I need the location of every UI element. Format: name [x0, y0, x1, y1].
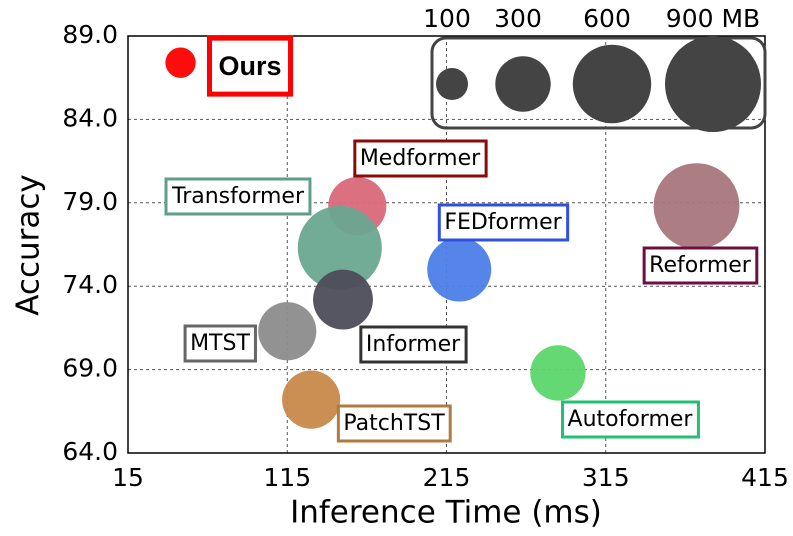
y-tick-label: 79.0 [62, 187, 118, 216]
bubble [297, 205, 382, 290]
y-tick-label: 69.0 [62, 354, 118, 383]
plot-frame [127, 35, 766, 454]
y-tick-label: 64.0 [62, 437, 118, 466]
series-label: MTST [190, 331, 250, 356]
bubble [313, 269, 373, 330]
y-tick-label: 89.0 [62, 20, 118, 49]
bubble [258, 302, 317, 361]
series-label-box [642, 246, 759, 285]
legend-label: 600 [583, 4, 631, 33]
legend-bubble [436, 68, 468, 100]
legend-bubble [572, 44, 652, 124]
series-label: Autoformer [568, 407, 694, 432]
y-tick-label: 74.0 [62, 270, 118, 299]
legend-box [430, 36, 767, 130]
x-tick-label: 115 [263, 463, 311, 492]
series-label: Ours [218, 51, 281, 81]
x-tick-label: 315 [582, 463, 630, 492]
bubble [653, 163, 740, 250]
series-label: Medformer [360, 146, 481, 171]
x-tick-label: 15 [112, 463, 144, 492]
legend-label: 300 [494, 4, 542, 33]
series-label: PatchTST [343, 411, 445, 436]
legend-bubble [665, 36, 761, 132]
series-label: Informer [366, 332, 461, 357]
x-tick-label: 215 [423, 463, 471, 492]
series-label-box [206, 35, 294, 97]
series-label-box [359, 325, 468, 364]
series-label-box [561, 400, 700, 439]
y-axis-label: Accuracy [11, 174, 47, 316]
legend-bubble [495, 56, 551, 112]
series-label-box [353, 139, 488, 178]
legend-label: 100 [423, 4, 471, 33]
bubble [165, 47, 196, 78]
series-label-box [437, 203, 570, 242]
legend-label: 900 MB [666, 4, 760, 33]
bubble [282, 370, 341, 429]
x-axis-label: Inference Time (ms) [290, 495, 602, 531]
x-tick-label: 415 [741, 463, 789, 492]
series-label-box [336, 404, 452, 443]
y-tick-label: 84.0 [62, 103, 118, 132]
series-label: Reformer [649, 253, 752, 278]
series-label: FEDformer [444, 210, 562, 235]
series-label: Transformer [171, 184, 305, 209]
series-label-box [183, 324, 257, 363]
bubble [427, 237, 492, 302]
bubble [530, 345, 586, 401]
series-label-box [164, 177, 312, 216]
